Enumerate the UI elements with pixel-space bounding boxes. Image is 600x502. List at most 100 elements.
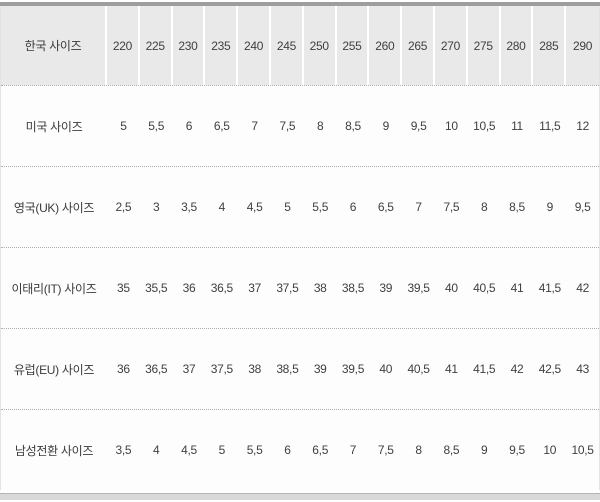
size-cell: 38 (248, 362, 261, 376)
table-top-border (0, 2, 600, 6)
size-cell: 10,5 (473, 119, 496, 133)
size-cell: 7 (251, 119, 258, 133)
table-bottom-border (0, 493, 600, 500)
size-cell: 42,5 (538, 362, 561, 376)
size-cell: 9 (382, 119, 390, 133)
size-cell: 9,5 (509, 443, 525, 457)
size-cell: 37,5 (276, 281, 299, 295)
header-size-cell: 270 (434, 6, 468, 85)
size-cell: 4 (153, 443, 160, 457)
row-label: 미국 사이즈 (25, 119, 83, 134)
size-cell: 36,5 (210, 281, 233, 295)
size-cell: 8,5 (443, 443, 460, 457)
size-cell: 40 (445, 281, 458, 295)
size-cell: 11,5 (539, 119, 561, 133)
size-cell: 37,5 (210, 362, 233, 376)
size-cell: 37 (248, 281, 261, 295)
size-cell: 41 (445, 362, 458, 376)
size-cell: 38,5 (341, 281, 365, 295)
header-size-cell: 230 (172, 6, 206, 85)
size-cell: 7,5 (443, 200, 460, 214)
shoe-size-conversion-table: 한국 사이즈 220 225 230 235 240 245 250 255 260 265 270 2… (0, 6, 600, 490)
size-cell: 39,5 (407, 281, 430, 295)
header-size-cell: 275 (467, 6, 501, 85)
size-cell: 5,5 (148, 119, 165, 133)
size-cell: 6,5 (312, 443, 329, 457)
size-cell: 5,5 (312, 200, 329, 214)
size-cell: 6,5 (213, 119, 230, 133)
size-cell: 6,5 (377, 200, 394, 214)
row-label: 유럽(EU) 사이즈 (13, 362, 95, 377)
size-cell: 10 (445, 119, 458, 133)
size-cell: 42 (576, 281, 589, 295)
size-cell: 2,5 (115, 200, 132, 214)
size-cell: 38,5 (276, 362, 299, 376)
size-cell: 36 (117, 362, 130, 376)
table-header-row: 한국 사이즈 220 225 230 235 240 245 250 255 260 265 270 2… (1, 6, 599, 85)
header-size-cell: 235 (205, 6, 239, 85)
size-cell: 39,5 (341, 362, 365, 376)
size-cell: 3,5 (181, 200, 197, 214)
size-cell: 37 (182, 362, 196, 376)
header-size-cell: 240 (238, 6, 271, 85)
row-label: 한국 사이즈 (1, 6, 107, 85)
size-cell: 40,5 (473, 281, 496, 295)
size-cell: 5 (284, 200, 291, 214)
size-cell: 8 (481, 200, 488, 214)
size-cell: 41,5 (473, 362, 496, 376)
size-cell: 12 (576, 119, 589, 133)
size-cell: 36 (182, 281, 196, 295)
size-cell: 3 (153, 200, 160, 214)
header-size-cell: 250 (303, 6, 337, 85)
row-label: 남성전환 사이즈 (14, 443, 94, 458)
size-cell: 38 (313, 281, 327, 295)
size-cell: 9 (481, 443, 488, 457)
header-size-cell: 290 (566, 6, 599, 85)
size-cell: 39 (313, 362, 327, 376)
size-cell: 6 (284, 443, 291, 457)
header-size-cell: 285 (533, 6, 567, 85)
size-cell: 10 (543, 443, 557, 457)
header-size-cell: 260 (369, 6, 403, 85)
size-cell: 10,5 (571, 443, 594, 457)
size-cell: 4 (218, 200, 226, 214)
table-row: 미국 사이즈 5 5,5 6 6,5 7 7,5 8 8,5 9 9,5 10 10,5 11 11,5 12 (1, 85, 599, 166)
size-cell: 41,5 (538, 281, 561, 295)
size-cell: 8,5 (345, 119, 361, 133)
size-cell: 6 (185, 119, 193, 133)
size-cell: 5 (120, 119, 127, 133)
table-row: 유럽(EU) 사이즈 36 36,5 37 37,5 38 38,5 39 39,5 40 40,5… (1, 328, 599, 409)
size-cell: 43 (576, 362, 589, 376)
size-cell: 3,5 (115, 443, 132, 457)
size-cell: 40 (379, 362, 393, 376)
header-size-cell: 220 (107, 6, 140, 85)
size-cell: 7 (415, 200, 422, 214)
size-cell: 8,5 (509, 200, 525, 214)
size-cell: 11 (511, 119, 523, 133)
row-label: 이태리(IT) 사이즈 (11, 281, 97, 296)
size-cell: 36,5 (145, 362, 168, 376)
size-cell: 41 (510, 281, 524, 295)
size-cell: 5 (218, 443, 226, 457)
size-cell: 35 (117, 281, 130, 295)
size-cell: 35,5 (145, 281, 168, 295)
size-cell: 39 (379, 281, 393, 295)
size-cell: 5,5 (246, 443, 263, 457)
size-cell: 4,5 (181, 443, 197, 457)
size-cell: 8 (415, 443, 422, 457)
header-size-cell: 225 (139, 6, 173, 85)
header-size-cell: 280 (500, 6, 534, 85)
size-cell: 8 (317, 119, 324, 133)
table-row: 이태리(IT) 사이즈 35 35,5 36 36,5 37 37,5 38 38,5 39 39,… (1, 247, 599, 328)
size-cell: 9,5 (410, 119, 427, 133)
size-cell: 6 (349, 200, 357, 214)
size-cell: 9 (546, 200, 554, 214)
size-cell: 7,5 (377, 443, 394, 457)
table-row: 영국(UK) 사이즈 2,5 3 3,5 4 4,5 5 5,5 6 6,5 7 7,5 8 8,5 9 9,… (1, 166, 599, 247)
size-cell: 42 (510, 362, 524, 376)
size-cell: 9,5 (574, 200, 591, 214)
size-cell: 7,5 (279, 119, 296, 133)
size-cell: 7 (349, 443, 357, 457)
header-size-cell: 255 (336, 6, 370, 85)
